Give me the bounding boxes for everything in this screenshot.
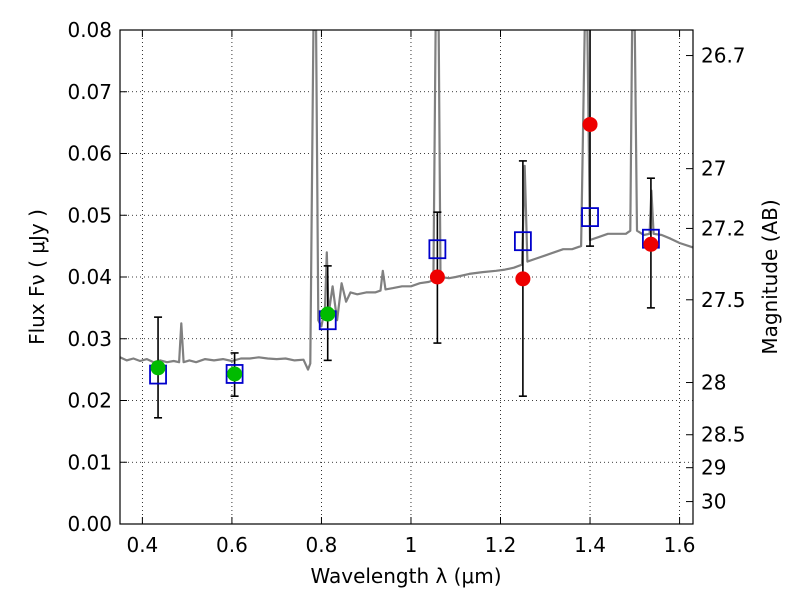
x-tick-label: 1 (405, 533, 418, 557)
y-axis: 0.00 0.01 0.02 0.03 0.04 0.05 0.06 0.07 0.08 (67, 18, 127, 536)
magnitude-tick-label: 28 (701, 371, 726, 395)
y-tick-label: 0.07 (67, 80, 112, 104)
model-square-marker (225, 364, 244, 384)
model-spectrum-line (120, 30, 693, 371)
red-data-point (643, 236, 659, 252)
y-tick-label: 0.08 (67, 18, 112, 42)
x-tick-label: 0.4 (126, 533, 158, 557)
green-data-point (150, 360, 166, 376)
magnitude-tick-label: 27.2 (701, 216, 746, 240)
magnitude-axis: 26.7 27 27.2 27.5 28 28.5 29 30 (686, 44, 746, 514)
x-axis-label: Wavelength λ (μm) (310, 564, 501, 588)
plot-background (120, 30, 693, 524)
magnitude-tick-label: 28.5 (701, 423, 746, 447)
green-data-point (320, 306, 336, 322)
marker-layer (149, 116, 660, 385)
red-data-point (582, 116, 598, 132)
model-square-marker (581, 207, 599, 228)
magnitude-tick-label: 26.7 (701, 44, 746, 68)
x-tick-label: 0.6 (216, 533, 248, 557)
magnitude-tick-label: 27 (701, 157, 726, 181)
x-tick-label: 1.4 (574, 533, 606, 557)
y-axis-label: Flux Fν ( μJy ) (25, 209, 49, 345)
y-tick-label: 0.04 (67, 265, 112, 289)
green-data-point (227, 366, 243, 382)
x-axis: 0.4 0.6 0.8 1 1.2 1.4 1.6 (126, 30, 695, 557)
y-tick-label: 0.01 (67, 450, 112, 474)
model-square-marker (513, 231, 532, 252)
y-tick-label: 0.02 (67, 389, 112, 413)
red-data-point (429, 269, 445, 285)
x-tick-label: 1.2 (485, 533, 517, 557)
magnitude-tick-label: 27.5 (701, 288, 746, 312)
red-data-point (515, 271, 531, 287)
spectrum-layer (120, 30, 693, 371)
magnitude-tick-label: 30 (701, 490, 726, 514)
y-tick-label: 0.00 (67, 512, 112, 536)
x-tick-label: 1.6 (664, 533, 696, 557)
y-tick-label: 0.03 (67, 327, 112, 351)
magnitude-axis-label: Magnitude (AB) (758, 199, 782, 354)
y-tick-label: 0.06 (67, 142, 112, 166)
x-tick-label: 0.8 (306, 533, 338, 557)
magnitude-tick-label: 29 (701, 456, 726, 480)
y-tick-label: 0.05 (67, 203, 112, 227)
model-square-marker (428, 239, 447, 260)
